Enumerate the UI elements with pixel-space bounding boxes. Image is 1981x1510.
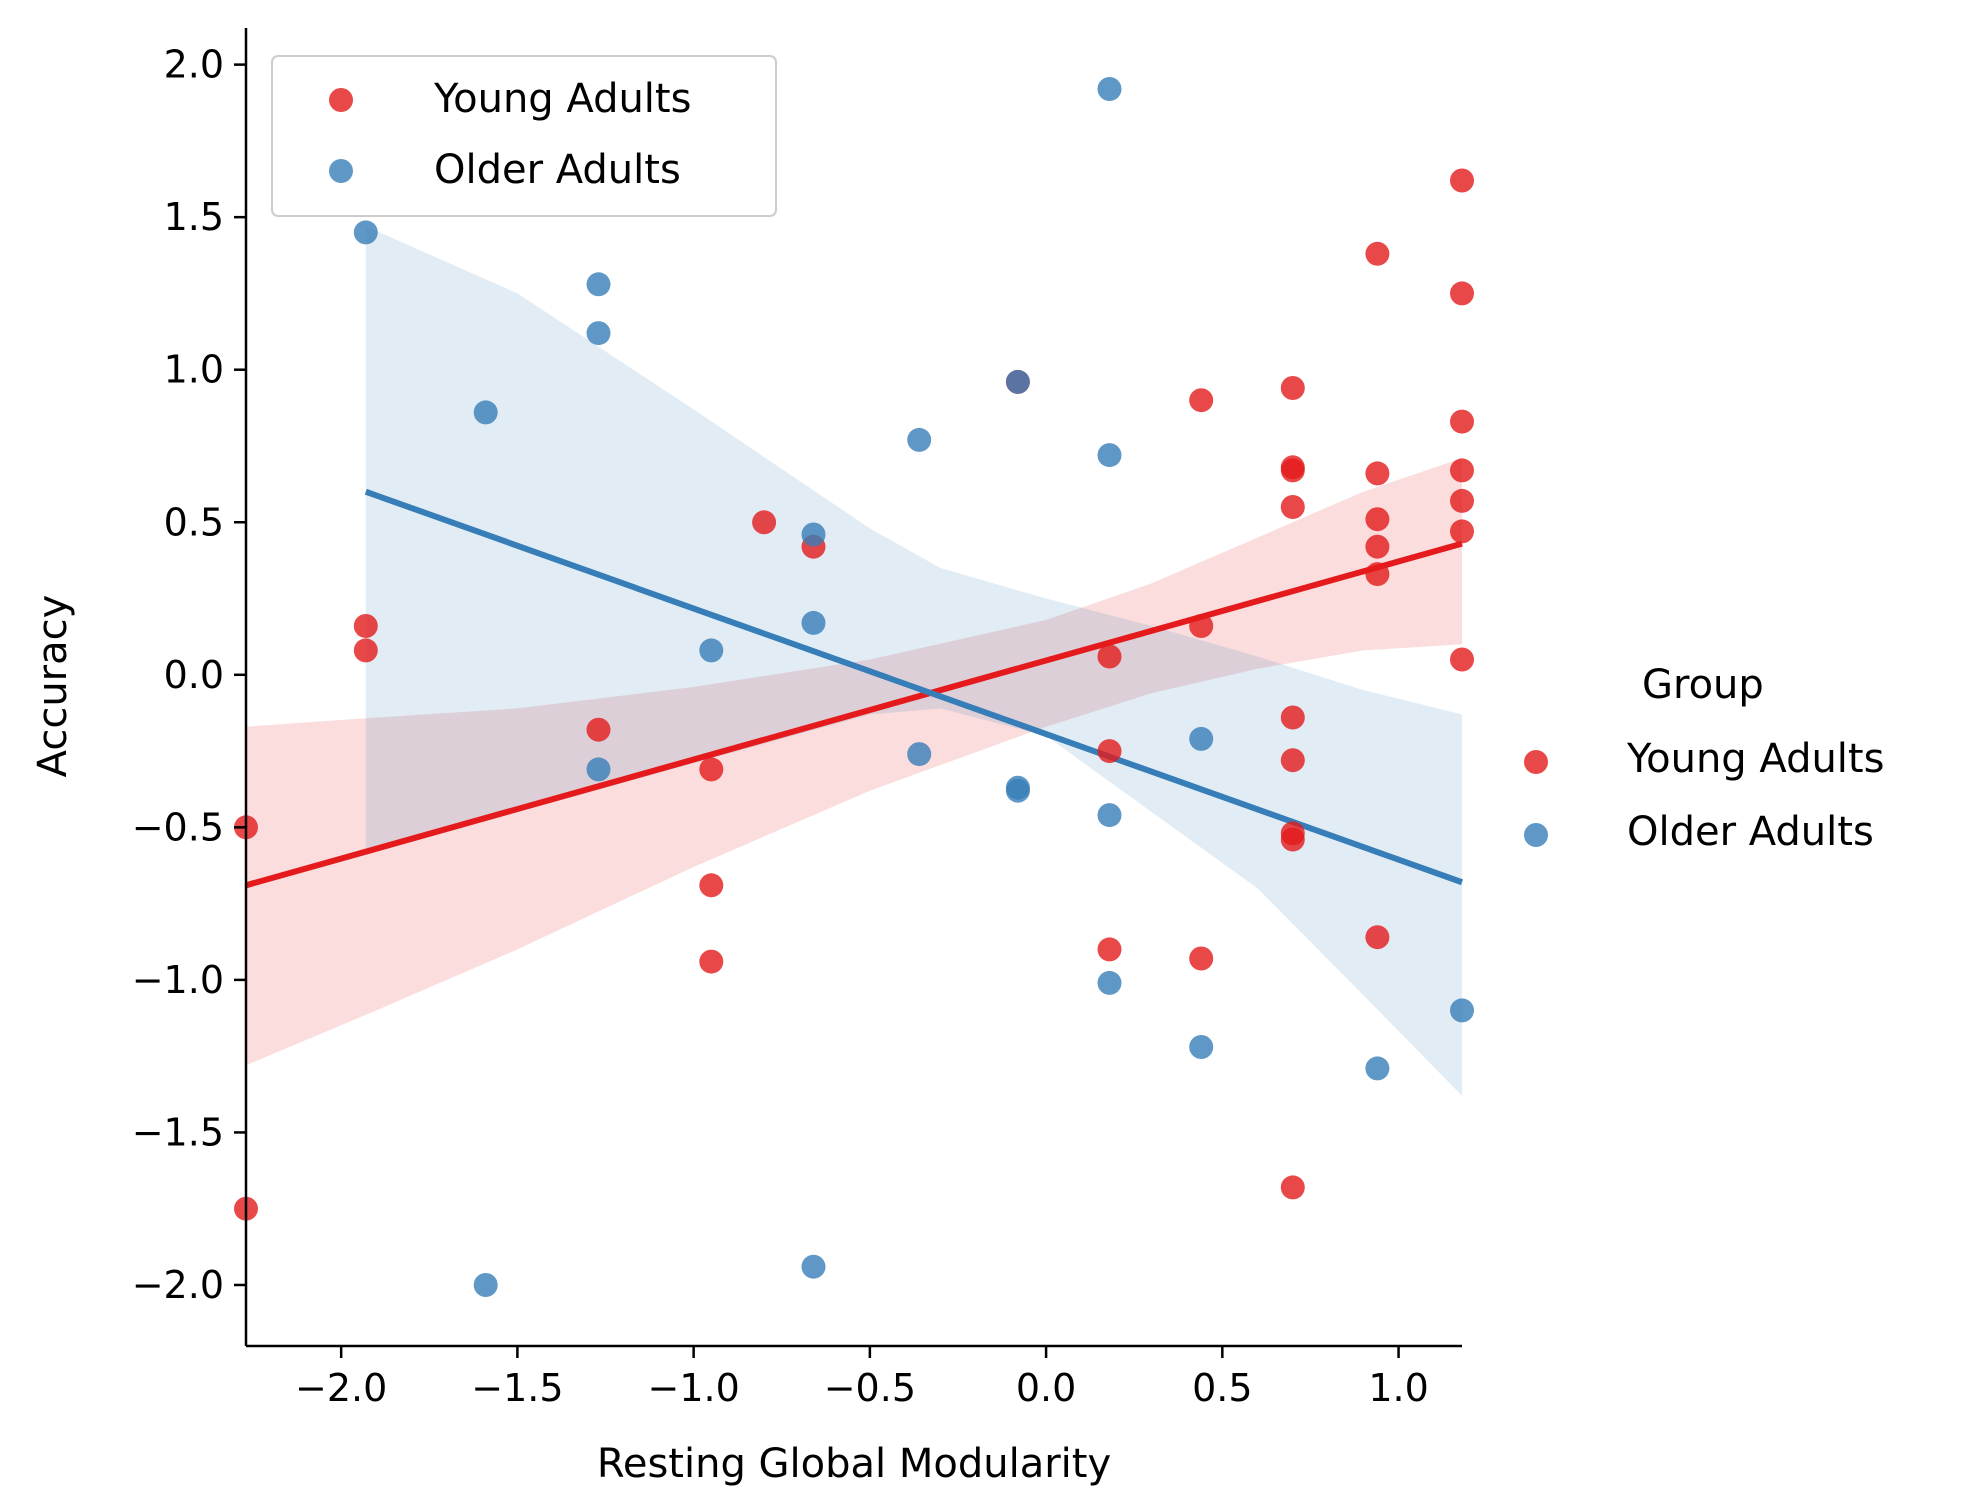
point-young-adults [1450,647,1474,672]
point-older-adults [586,272,611,297]
point-young-adults [1450,458,1474,483]
y-tick-label: 0.5 [164,500,224,544]
point-young-adults [353,614,378,638]
point-young-adults [1450,488,1474,513]
point-older-adults [1097,970,1122,995]
point-older-adults [1097,443,1122,468]
point-young-adults [1097,739,1122,764]
point-young-adults [1189,946,1214,971]
point-young-adults [1365,562,1390,587]
ci-band-young-adults [246,458,1462,1066]
point-older-adults [1189,726,1214,751]
point-young-adults [699,757,724,782]
x-tick-label: 0.5 [1192,1366,1252,1410]
point-young-adults [1280,827,1305,852]
point-older-adults [801,1254,826,1279]
legend-outside-marker-older [1524,823,1548,847]
point-older-adults [473,400,498,425]
point-older-adults [907,427,932,452]
y-tick-label: −2.0 [132,1263,224,1307]
point-young-adults [1450,168,1474,193]
x-tick-label: 1.0 [1368,1366,1428,1410]
point-young-adults [1280,495,1305,519]
point-young-adults [1365,507,1390,532]
point-young-adults [586,717,611,742]
legend-inside-marker-older [329,159,353,183]
point-young-adults [752,510,777,535]
point-young-adults [1450,409,1474,434]
point-young-adults [1365,925,1390,950]
point-older-adults [699,638,724,663]
point-young-adults [1280,705,1305,730]
point-older-adults [1097,77,1122,101]
point-older-adults [801,610,826,635]
point-young-adults [1097,937,1122,962]
y-tick-label: −1.0 [132,958,224,1002]
point-young-adults [1365,534,1390,559]
point-older-adults [1450,998,1474,1023]
point-older-adults [1005,778,1030,803]
axes [244,28,1462,1348]
data-points [234,77,1474,1297]
x-ticks: −2.0 −1.5 −1.0 −0.5 0.0 0.5 1.0 [295,1346,1429,1410]
point-young-adults [699,949,724,974]
point-older-adults [1365,1056,1390,1081]
ci-band-older-adults [365,226,1462,1096]
point-young-adults [1189,388,1214,413]
y-tick-label: 0.0 [164,653,224,697]
legend-outside: Group Young Adults Older Adults [1524,662,1884,855]
y-tick-label: −1.5 [132,1110,224,1154]
point-young-adults [1365,241,1390,266]
point-young-adults [1365,461,1390,486]
x-tick-label: −0.5 [824,1366,916,1410]
point-older-adults [586,757,611,782]
point-young-adults [1450,519,1474,544]
legend-outside-marker-young [1524,750,1548,774]
legend-outside-title: Group [1642,662,1764,708]
x-tick-label: 0.0 [1016,1366,1076,1410]
legend-inside: Young Adults Older Adults [271,55,777,217]
regression-lines [245,488,1464,889]
point-older-adults [353,220,378,245]
legend-inside-label-young: Young Adults [433,76,691,122]
point-older-adults [907,742,932,767]
point-young-adults [699,873,724,898]
y-tick-label: 1.0 [164,348,224,392]
legend-inside-marker-young [329,88,353,112]
legend-inside-frame [271,55,777,217]
y-tick-label: 1.5 [164,195,224,239]
legend-outside-label-young: Young Adults [1626,736,1884,782]
point-older-adults [1005,369,1030,394]
x-axis-title: Resting Global Modularity [597,1441,1111,1487]
point-older-adults [473,1273,498,1297]
point-older-adults [1097,803,1122,828]
y-tick-label: 2.0 [164,43,224,87]
confidence-bands [246,226,1462,1096]
point-young-adults [1280,376,1305,400]
legend-outside-label-older: Older Adults [1627,809,1874,855]
x-tick-label: −2.0 [295,1366,387,1410]
fit-line-young-adults [245,540,1463,889]
point-young-adults [1280,458,1305,483]
legend-inside-label-older: Older Adults [434,147,681,193]
x-tick-label: −1.0 [647,1366,739,1410]
y-axis-title: Accuracy [30,595,76,778]
point-older-adults [1189,1035,1214,1059]
y-tick-label: −0.5 [132,805,224,849]
point-young-adults [353,638,378,663]
point-young-adults [1189,614,1214,638]
point-young-adults [1097,644,1122,669]
fit-line-older-adults [364,488,1464,886]
point-young-adults [1280,748,1305,773]
x-tick-label: −1.5 [471,1366,563,1410]
point-older-adults [586,321,611,346]
y-ticks: −2.0 −1.5 −1.0 −0.5 0.0 0.5 1.0 1.5 2.0 [132,43,246,1307]
point-young-adults [1280,1175,1305,1200]
point-young-adults [1450,281,1474,306]
point-older-adults [801,522,826,547]
